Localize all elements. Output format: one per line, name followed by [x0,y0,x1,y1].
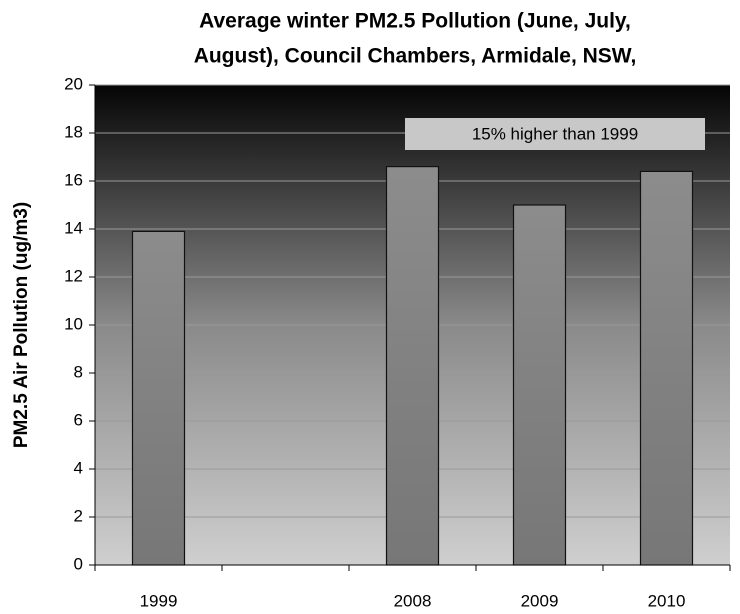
y-tick-label: 12 [64,266,83,285]
x-tick-label: 2009 [521,591,559,610]
chart-title: August), Council Chambers, Armidale, NSW… [194,45,637,68]
x-tick-label: 1999 [140,591,178,610]
annotation: 15% higher than 1999 [472,124,638,143]
y-tick-label: 0 [74,554,83,573]
y-tick-label: 6 [74,410,83,429]
y-tick-label: 20 [64,74,83,93]
y-tick-label: 14 [64,218,83,237]
x-tick-label: 2010 [648,591,686,610]
y-tick-label: 2 [74,506,83,525]
bar [512,204,567,566]
annotation-box [405,118,705,150]
x-tick-label: 2008 [394,591,432,610]
y-axis-label: PM2.5 Air Pollution (ug/m3) [11,202,32,448]
y-tick-label: 8 [74,362,83,381]
y-tick-label: 4 [74,458,83,477]
y-tick-label: 10 [64,314,83,333]
chart-title: Average winter PM2.5 Pollution (June, Ju… [199,10,631,33]
bar [385,166,440,566]
y-tick-label: 16 [64,170,83,189]
y-tick-label: 18 [64,122,83,141]
bar [639,170,694,566]
bar [131,230,186,566]
